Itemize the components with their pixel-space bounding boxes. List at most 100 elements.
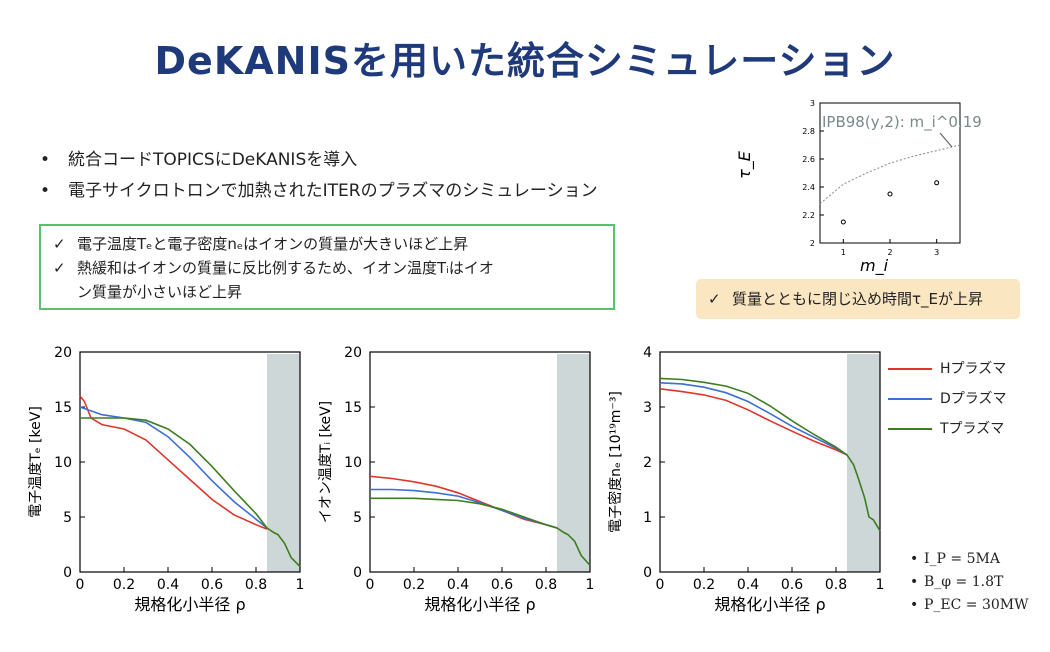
bullet-dot: •	[910, 551, 919, 567]
annotation-arrow	[939, 132, 953, 148]
series-line-d	[659, 382, 848, 456]
data-point	[887, 191, 893, 197]
x-tick-label: 3	[934, 248, 939, 257]
y-axis-label: τ_E	[735, 150, 755, 179]
y-tick-label: 0	[353, 565, 362, 581]
finding-text: 質量とともに閉じ込め時間τ_Eが上昇	[732, 290, 984, 308]
y-tick-label: 2.6	[802, 155, 815, 164]
y-tick-label: 5	[353, 510, 362, 526]
x-tick-label: 0.8	[535, 577, 557, 593]
chart-legend: Hプラズマ Dプラズマ Tプラズマ	[888, 360, 1007, 450]
finding-text: ン質量が小さいほど上昇	[77, 283, 243, 301]
bullet-item: • 統合コードTOPICSにDeKANISを導入	[40, 145, 598, 176]
y-tick-label: 3	[643, 400, 652, 416]
check-icon: ✓	[53, 235, 66, 253]
bullet-text: 電子サイクロトロンで加熱されたITERのプラズマのシミュレーション	[68, 181, 598, 201]
x-tick-label: 0.4	[157, 577, 179, 593]
shaded-edge-region	[557, 354, 590, 572]
x-tick-label: 1	[296, 577, 305, 593]
y-tick-label: 5	[63, 510, 72, 526]
series-line-t	[659, 377, 881, 532]
parameter-text: B_φ = 1.8T	[924, 574, 1004, 590]
y-tick-label: 10	[54, 455, 72, 471]
x-tick-label: 0.2	[403, 577, 425, 593]
legend-label: Dプラズマ	[940, 391, 1007, 407]
x-tick-label: 1	[876, 577, 885, 593]
series-line-t	[80, 417, 301, 568]
bullet-list: • 統合コードTOPICSにDeKANISを導入 • 電子サイクロトロンで加熱された…	[40, 145, 598, 207]
x-tick-label: 0.6	[201, 577, 223, 593]
bullet-dot: •	[40, 181, 51, 201]
x-tick-label: 0.6	[781, 577, 803, 593]
legend-label: Tプラズマ	[940, 421, 1005, 437]
x-axis-label: 規格化小半径 ρ	[134, 595, 245, 614]
bullet-dot: •	[40, 150, 51, 170]
y-tick-label: 2.4	[802, 183, 815, 192]
check-icon: ✓	[708, 290, 721, 308]
y-tick-label: 4	[643, 345, 652, 361]
shaded-edge-region	[267, 354, 300, 572]
bullet-dot: •	[910, 597, 919, 613]
legend-item: Hプラズマ	[888, 360, 1007, 390]
x-tick-label: 0.8	[825, 577, 847, 593]
x-axis-label: m_i	[860, 256, 889, 276]
finding-text: 電子温度Tₑと電子密度nₑはイオンの質量が大きいほど上昇	[77, 235, 469, 253]
scaling-fit-curve	[819, 144, 961, 205]
x-tick-label: 0.2	[113, 577, 135, 593]
y-tick-label: 20	[54, 345, 72, 361]
bullet-dot: •	[910, 574, 919, 590]
y-tick-label: 3	[810, 99, 815, 108]
parameter-list: • I_P = 5MA • B_φ = 1.8T • P_EC = 30MW	[910, 548, 1029, 617]
y-tick-label: 15	[54, 400, 72, 416]
x-axis-label: 規格化小半径 ρ	[714, 595, 825, 614]
x-tick-label: 0	[76, 577, 85, 593]
scaling-annotation: IPB98(y,2): m_i^0.19	[822, 113, 982, 132]
x-tick-label: 1	[586, 577, 595, 593]
x-tick-label: 1	[841, 248, 846, 257]
y-axis-label: 電子密度nₑ [10¹⁹m⁻³]	[607, 391, 624, 533]
bullet-item: • 電子サイクロトロンで加熱されたITERのプラズマのシミュレーション	[40, 176, 598, 207]
y-tick-label: 20	[344, 345, 362, 361]
y-tick-label: 15	[344, 400, 362, 416]
y-axis-label: イオン温度Tᵢ [keV]	[318, 401, 334, 523]
series-line-h	[79, 395, 268, 530]
series-line-t	[370, 497, 591, 566]
yellow-findings-box: ✓ 質量とともに閉じ込め時間τ_Eが上昇	[696, 279, 1020, 319]
y-tick-label: 1	[643, 510, 652, 526]
x-tick-label: 0	[656, 577, 665, 593]
y-tick-label: 2	[810, 239, 815, 248]
finding-text: 熱緩和はイオンの質量に反比例するため、イオン温度Tᵢはイオ	[77, 259, 494, 277]
x-tick-label: 0.4	[737, 577, 759, 593]
parameter-item: • B_φ = 1.8T	[910, 571, 1029, 594]
x-axis-label: 規格化小半径 ρ	[424, 595, 535, 614]
finding-item-continued: ン質量が小さいほど上昇	[51, 280, 603, 304]
legend-swatch	[888, 368, 932, 370]
x-tick-label: 0.6	[491, 577, 513, 593]
green-findings-box: ✓ 電子温度Tₑと電子密度nₑはイオンの質量が大きいほど上昇 ✓ 熱緩和はイオンの質…	[39, 224, 615, 310]
legend-item: Dプラズマ	[888, 390, 1007, 420]
finding-item: ✓ 熱緩和はイオンの質量に反比例するため、イオン温度Tᵢはイオ	[51, 256, 603, 280]
parameter-text: I_P = 5MA	[924, 551, 1000, 567]
page-title: DeKANISを用いた統合シミュレーション	[154, 39, 896, 83]
check-icon: ✓	[53, 259, 66, 277]
y-tick-label: 0	[63, 565, 72, 581]
parameter-text: P_EC = 30MW	[924, 597, 1029, 613]
y-axis-label: 電子温度Tₑ [keV]	[28, 406, 44, 518]
x-tick-label: 2	[887, 248, 892, 257]
data-point	[840, 219, 846, 225]
tau-e-scatter-chart: 1 2 3 2 2.2 2.4 2.6 2.8 3 IPB98(y,2): m_i^0.19 τ_E…	[735, 99, 982, 276]
y-tick-label: 0	[643, 565, 652, 581]
legend-label: Hプラズマ	[940, 361, 1007, 377]
y-tick-label: 10	[344, 455, 362, 471]
legend-swatch	[888, 398, 932, 400]
data-point	[934, 180, 940, 186]
finding-item: ✓ 電子温度Tₑと電子密度nₑはイオンの質量が大きいほど上昇	[51, 232, 603, 256]
x-tick-label: 0	[366, 577, 375, 593]
electron-density-chart: 0 0.2 0.4 0.6 0.8 1 0 1 2 3 4 規格化小半径 ρ 電子密度nₑ [10¹⁹m…	[607, 345, 885, 614]
x-tick-label: 0.4	[447, 577, 469, 593]
y-tick-label: 2.2	[802, 211, 815, 220]
parameter-item: • P_EC = 30MW	[910, 594, 1029, 617]
series-line-d	[79, 406, 268, 529]
